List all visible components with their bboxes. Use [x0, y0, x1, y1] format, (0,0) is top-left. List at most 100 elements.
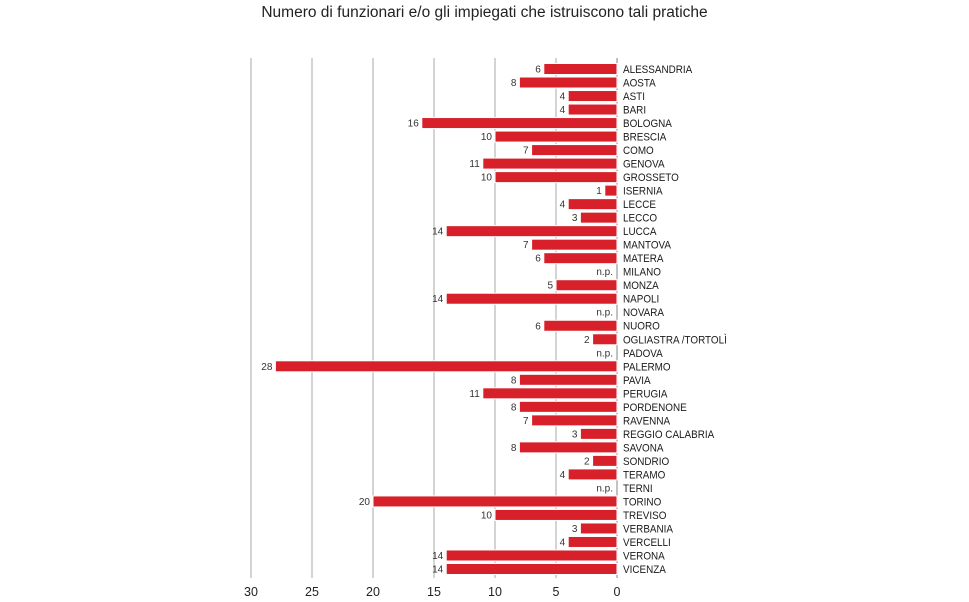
data-label: 4 — [560, 92, 566, 103]
bar — [482, 387, 618, 400]
data-label: 10 — [481, 173, 493, 184]
data-label: 8 — [511, 375, 517, 386]
data-label: n.p. — [596, 308, 613, 319]
data-label: 3 — [572, 429, 578, 440]
data-label: 28 — [261, 362, 273, 373]
bar — [274, 360, 618, 373]
data-label: 1 — [596, 186, 602, 197]
data-label: 8 — [511, 402, 517, 413]
data-label: 3 — [572, 213, 578, 224]
category-label: NAPOLI — [623, 294, 659, 306]
data-label: 7 — [523, 240, 529, 251]
x-tick-label: 10 — [488, 585, 502, 599]
chart-title: Numero di funzionari e/o gli impiegati c… — [261, 4, 708, 21]
category-label: OGLIASTRA /TORTOLÌ — [623, 333, 727, 347]
category-label: COMO — [623, 146, 654, 158]
bar — [543, 63, 618, 75]
category-label: TREVISO — [623, 511, 666, 523]
bar — [518, 76, 618, 89]
data-label: n.p. — [596, 348, 613, 359]
bar — [518, 441, 618, 454]
x-tick-label: 0 — [614, 585, 621, 599]
x-tick-label: 30 — [244, 585, 258, 599]
data-label: 4 — [560, 537, 566, 548]
data-label: n.p. — [596, 267, 613, 278]
bar — [482, 157, 618, 170]
category-label: NOVARA — [623, 308, 664, 320]
x-tick-label: 5 — [553, 585, 560, 599]
bar — [518, 373, 618, 386]
data-label: 2 — [584, 456, 590, 467]
bar — [494, 171, 618, 184]
data-label: 7 — [523, 416, 529, 427]
data-label: 4 — [560, 200, 566, 211]
category-label: PORDENONE — [623, 402, 687, 414]
data-label: 10 — [481, 510, 493, 521]
data-label: 6 — [535, 254, 541, 265]
category-label: BOLOGNA — [623, 119, 672, 131]
data-label: 8 — [511, 78, 517, 89]
bar — [531, 144, 618, 157]
bar — [543, 319, 618, 332]
x-tick-label: 20 — [366, 585, 380, 599]
bar — [445, 563, 618, 575]
bar — [494, 130, 618, 143]
category-label: MATERA — [623, 254, 664, 266]
category-label: MILANO — [623, 267, 661, 279]
category-label: PADOVA — [623, 348, 663, 360]
data-label: 2 — [584, 335, 590, 346]
category-label: AOSTA — [623, 78, 656, 90]
bar — [579, 427, 618, 440]
data-label: 6 — [535, 65, 541, 76]
category-label: BRESCIA — [623, 132, 666, 144]
category-label: RAVENNA — [623, 416, 670, 428]
category-label: LUCCA — [623, 227, 657, 239]
category-label: PALERMO — [623, 362, 671, 374]
data-label: 14 — [432, 294, 444, 305]
bar — [567, 535, 618, 548]
bar — [494, 508, 618, 521]
bar — [567, 468, 618, 481]
category-label: PERUGIA — [623, 389, 668, 401]
category-label: TORINO — [623, 497, 661, 509]
data-label: 14 — [432, 227, 444, 238]
bar — [445, 292, 618, 305]
x-tick-label: 25 — [305, 585, 319, 599]
category-label: NUORO — [623, 321, 660, 333]
data-label: 4 — [560, 470, 566, 481]
data-label: 7 — [523, 146, 529, 157]
category-label: ALESSANDRIA — [623, 65, 692, 77]
bar — [567, 103, 618, 116]
data-label: 6 — [535, 321, 541, 332]
data-label: 14 — [432, 565, 444, 576]
category-label: LECCE — [623, 200, 656, 212]
category-label: VERBANIA — [623, 524, 673, 536]
data-label: 14 — [432, 551, 444, 562]
category-label: GENOVA — [623, 159, 665, 171]
bar — [372, 495, 618, 508]
bar — [567, 198, 618, 211]
bar — [518, 400, 618, 413]
bar — [445, 225, 618, 238]
category-label: VERONA — [623, 551, 665, 563]
data-label: 10 — [481, 132, 493, 143]
category-label: SONDRIO — [623, 456, 669, 468]
x-tick-label: 15 — [427, 585, 441, 599]
data-label: 20 — [359, 497, 371, 508]
category-label: TERNI — [623, 484, 653, 496]
category-label: VICENZA — [623, 565, 666, 577]
bar — [555, 279, 618, 292]
bar — [531, 414, 618, 427]
data-label: 16 — [408, 119, 420, 130]
data-label: 11 — [469, 389, 480, 400]
data-label: 4 — [560, 105, 566, 116]
category-label: GROSSETO — [623, 173, 679, 185]
bar — [445, 549, 618, 562]
category-label: LECCO — [623, 213, 657, 225]
bar — [567, 90, 618, 103]
category-label: ISERNIA — [623, 186, 663, 198]
data-label: 5 — [547, 281, 553, 292]
bar — [579, 211, 618, 224]
category-label: MANTOVA — [623, 240, 671, 252]
